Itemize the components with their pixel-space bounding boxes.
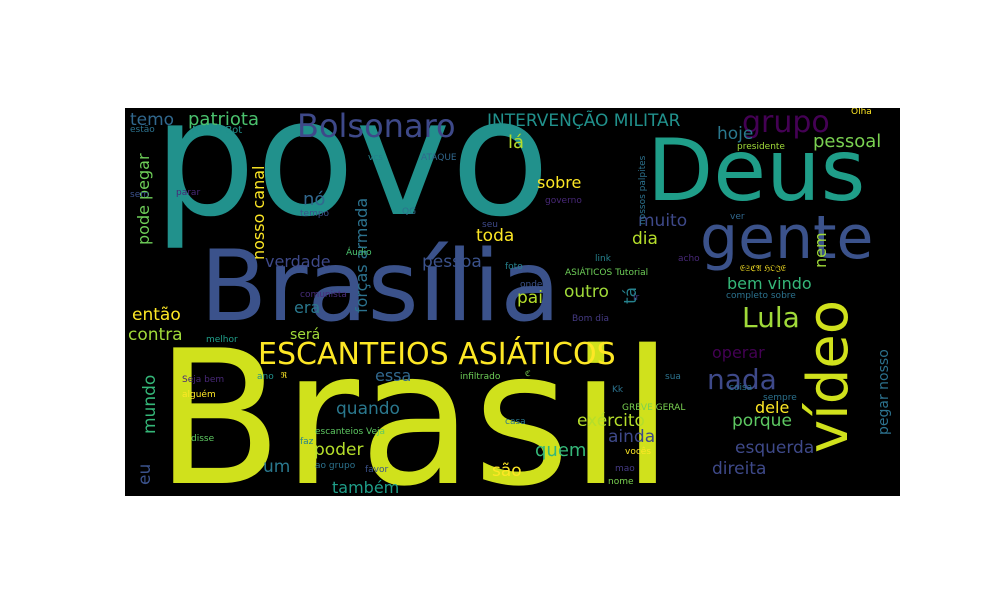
cloud-word: vcs <box>368 154 383 163</box>
cloud-word: melhor <box>206 336 238 345</box>
cloud-word: hoje <box>717 126 753 143</box>
cloud-word: Nosso Bot <box>192 126 242 136</box>
cloud-word: ir <box>633 294 639 303</box>
cloud-word: operar <box>712 345 765 361</box>
cloud-word: vídeo <box>801 300 857 453</box>
cloud-word: lá <box>508 134 524 152</box>
cloud-word: Seja bem <box>182 376 224 385</box>
cloud-word: nossos palpites <box>639 156 648 225</box>
cloud-word: completo sobre <box>726 292 796 301</box>
cloud-word: 𝔈𝔖ℭ𝔄𝔑𝔗𝔈𝔌𝔒𝔖 𝔄𝔖𝔌𝔄 <box>525 370 533 378</box>
cloud-word: poder <box>314 442 363 459</box>
cloud-word: direita <box>712 461 766 478</box>
cloud-word: estão <box>130 126 155 135</box>
cloud-word: ATAQUE <box>421 154 457 163</box>
cloud-word: sempre <box>763 394 797 403</box>
cloud-word: outro <box>564 284 609 301</box>
cloud-word: eu <box>137 464 154 485</box>
cloud-word: então <box>132 307 181 324</box>
cloud-word: esquerda <box>735 440 814 457</box>
cloud-word: porque <box>732 413 792 430</box>
cloud-word: nosso canal <box>251 166 267 260</box>
cloud-word: sua <box>665 373 681 382</box>
cloud-word: sem <box>130 191 149 200</box>
cloud-word: Bolsonaro <box>297 110 456 142</box>
cloud-word: nome <box>608 478 634 487</box>
cloud-word: governo <box>545 197 582 206</box>
cloud-word: infiltrado <box>460 373 500 382</box>
cloud-word: ver <box>730 213 745 222</box>
cloud-word: era <box>294 300 320 316</box>
cloud-word: gente <box>700 208 873 268</box>
cloud-word: pessoa <box>422 254 482 271</box>
cloud-word: ESCANTEIOS ASIÁTICOS <box>258 340 616 370</box>
cloud-word: quem <box>535 442 586 460</box>
cloud-word: 𝔓𝔄𝔏𝔓𝔌𝔗𝔈𝔖 𝔊𝔄ℜ𝔄 <box>278 372 287 380</box>
cloud-word: disse <box>191 435 214 444</box>
word-cloud: Brasil povo Brasília Deus gente vídeo ESCANTEI… <box>125 108 900 496</box>
cloud-word: toda <box>476 228 514 245</box>
cloud-word: ano <box>257 373 274 382</box>
cloud-word: mundo <box>142 375 159 434</box>
cloud-word: essa <box>375 368 411 384</box>
cloud-word: vocês <box>625 448 651 457</box>
cloud-word: parar <box>176 189 200 198</box>
cloud-word: verdade <box>265 254 331 270</box>
cloud-word: um <box>263 459 290 476</box>
cloud-word: nem <box>813 232 829 268</box>
cloud-word: ASIÁTICOS Tutorial <box>565 269 648 278</box>
cloud-word: será <box>290 328 320 342</box>
cloud-word: Olha <box>851 108 872 117</box>
cloud-word: 𝔈𝔖ℭ𝔄 ℌ𝔒𝔍𝔈 <box>740 265 786 273</box>
cloud-word: foto <box>505 263 523 272</box>
cloud-word: comunista <box>300 291 347 300</box>
cloud-word: INTERVENÇÃO MILITAR <box>487 113 680 130</box>
cloud-word: também <box>332 480 399 496</box>
cloud-word: Áudio <box>346 249 372 258</box>
cloud-word: pegar nosso <box>877 349 891 435</box>
cloud-word: onde <box>520 281 542 290</box>
cloud-word: quando <box>336 401 400 418</box>
cloud-word: pessoal <box>813 133 881 151</box>
cloud-word: bem vindo <box>727 276 812 292</box>
cloud-word: são <box>492 463 522 480</box>
cloud-word: sobre <box>537 175 581 191</box>
cloud-word: ainda <box>608 429 655 446</box>
cloud-word: favor <box>365 466 388 475</box>
cloud-word: coisa <box>729 384 752 393</box>
cloud-word: Lula <box>742 304 800 332</box>
cloud-word: tempo <box>300 210 329 219</box>
cloud-word: seu <box>482 221 498 230</box>
cloud-word: dia <box>632 231 658 248</box>
cloud-word: Bom dia <box>572 315 609 324</box>
cloud-word: contra <box>128 327 183 344</box>
cloud-word: nó <box>303 191 325 209</box>
cloud-word: GREVE GERAL <box>622 404 685 413</box>
cloud-word: presidente <box>737 143 785 152</box>
cloud-word: link <box>595 255 611 264</box>
cloud-word: ao grupo <box>315 462 355 471</box>
cloud-word: Kk <box>612 386 623 395</box>
cloud-word: acho <box>678 255 700 264</box>
cloud-word: mao <box>615 465 635 474</box>
cloud-word: casa <box>505 418 526 427</box>
cloud-word: alguém <box>182 391 216 400</box>
cloud-word: QG <box>402 208 416 217</box>
cloud-word: escanteios Veja <box>315 428 385 437</box>
cloud-word: faz <box>300 438 313 447</box>
cloud-word: pai <box>517 290 543 307</box>
